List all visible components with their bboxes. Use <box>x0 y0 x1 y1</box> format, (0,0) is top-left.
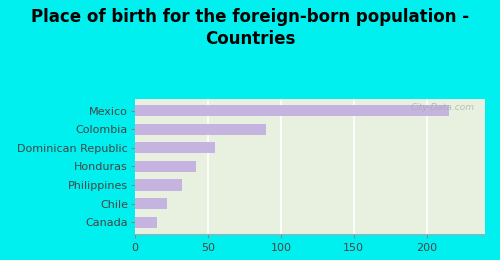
Bar <box>135 142 215 153</box>
Text: Place of birth for the foreign-born population -
Countries: Place of birth for the foreign-born popu… <box>31 8 469 48</box>
Bar <box>135 217 157 228</box>
Bar <box>135 105 448 116</box>
Bar <box>135 124 266 135</box>
Bar <box>135 198 167 209</box>
Bar <box>135 161 196 172</box>
Text: City-Data.com: City-Data.com <box>410 103 474 112</box>
Bar <box>135 179 182 191</box>
